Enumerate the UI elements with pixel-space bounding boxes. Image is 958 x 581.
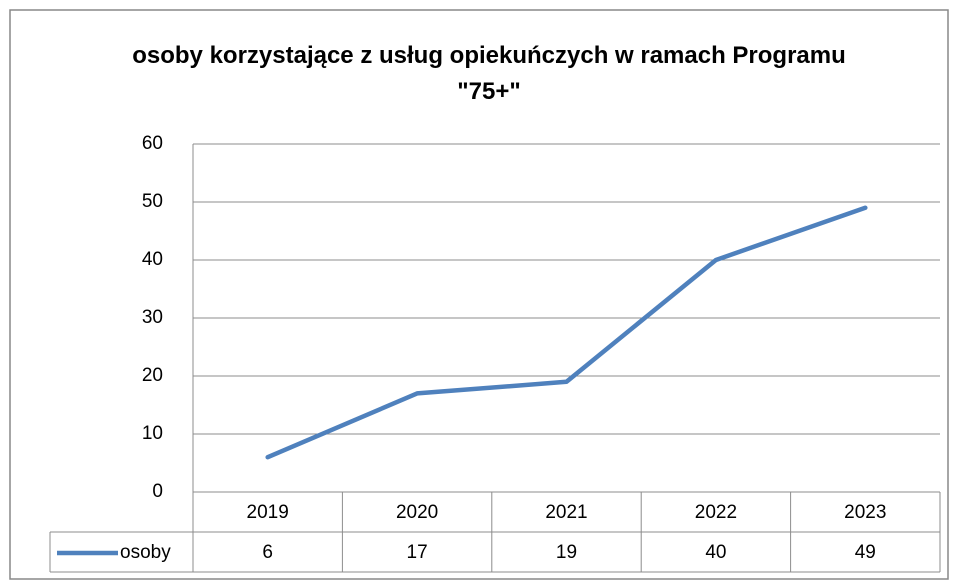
x-tick-label: 2023	[844, 502, 886, 523]
y-tick-label: 50	[142, 191, 163, 212]
x-tick-label: 2021	[545, 502, 587, 523]
chart-title: osoby korzystające z usług opiekuńczych …	[132, 42, 846, 105]
y-tick-label: 30	[142, 307, 163, 328]
x-tick-label: 2020	[396, 502, 438, 523]
y-tick-label: 10	[142, 423, 163, 444]
x-tick-label: 2019	[247, 502, 289, 523]
data-line	[265, 205, 868, 460]
x-tick-label: 2022	[695, 502, 737, 523]
table-value: 49	[855, 542, 876, 563]
chart-border	[9, 9, 949, 580]
y-tick-label: 20	[142, 365, 163, 386]
y-tick-label: 60	[142, 133, 163, 154]
legend-label: osoby	[120, 542, 171, 563]
y-tick-label: 40	[142, 249, 163, 270]
y-tick-label: 0	[152, 481, 163, 502]
table-value: 17	[407, 542, 428, 563]
table-value: 6	[262, 542, 273, 563]
table-value: 40	[705, 542, 726, 563]
table-value: 19	[556, 542, 577, 563]
